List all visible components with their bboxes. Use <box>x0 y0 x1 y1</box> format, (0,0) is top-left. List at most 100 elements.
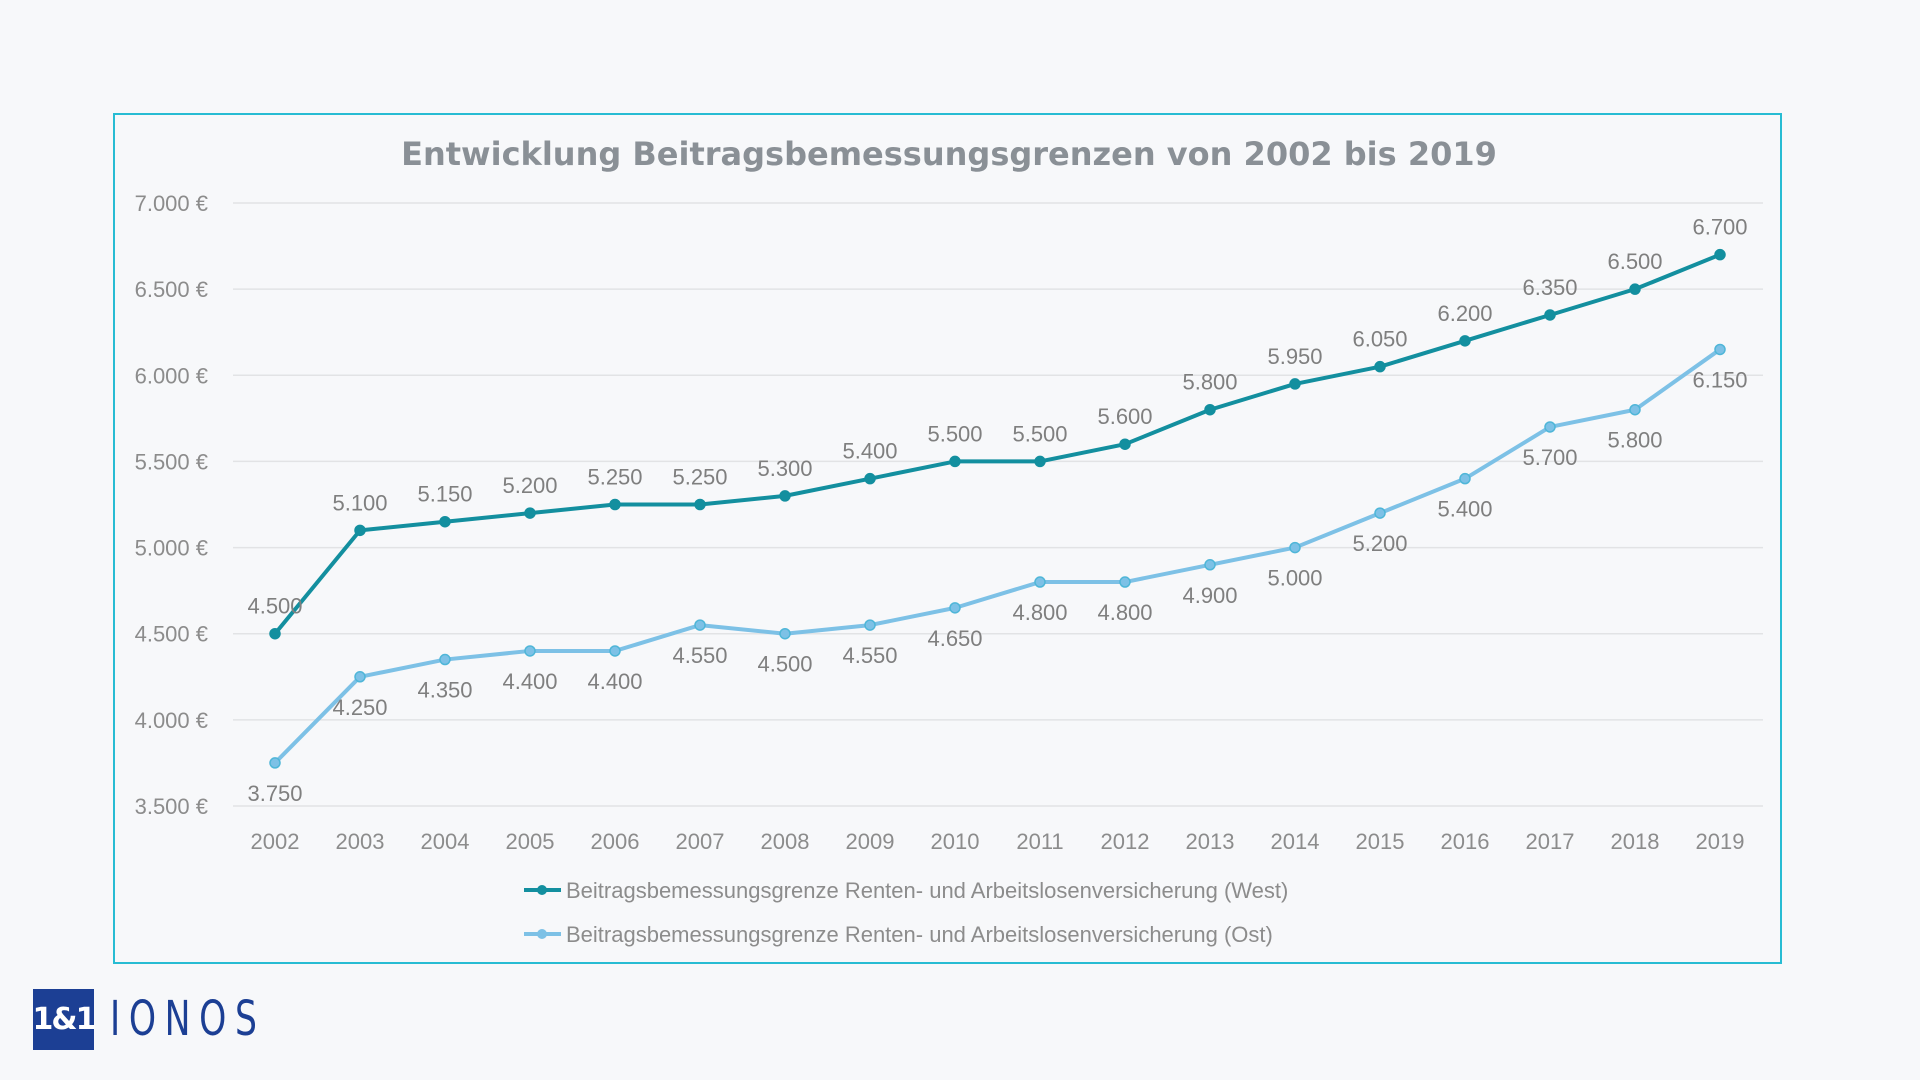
legend-marker <box>537 885 547 895</box>
data-point <box>1714 343 1726 356</box>
data-label: 5.500 <box>927 421 982 446</box>
data-point <box>694 498 706 511</box>
data-label: 5.400 <box>1437 497 1492 522</box>
legend-label: Beitragsbemessungsgrenze Renten- und Arb… <box>566 922 1273 947</box>
data-label: 6.500 <box>1607 249 1662 274</box>
data-label: 5.250 <box>672 465 727 490</box>
data-point <box>1289 541 1301 554</box>
x-tick-label: 2018 <box>1611 829 1660 854</box>
data-label: 6.200 <box>1437 301 1492 326</box>
data-point <box>1544 421 1556 433</box>
data-label: 4.500 <box>247 594 302 619</box>
data-point <box>949 602 961 614</box>
x-tick-label: 2008 <box>761 829 810 854</box>
data-point <box>1204 559 1216 571</box>
data-label: 4.800 <box>1097 600 1152 625</box>
series-line-1 <box>273 347 1722 765</box>
data-label: 4.400 <box>587 669 642 694</box>
x-tick-label: 2007 <box>676 829 725 854</box>
data-label: 5.200 <box>502 473 557 498</box>
data-point <box>354 524 366 537</box>
data-label: 5.000 <box>1267 566 1322 591</box>
data-point <box>609 498 621 511</box>
x-tick-label: 2006 <box>591 829 640 854</box>
data-label: 4.650 <box>927 626 982 651</box>
data-label: 5.500 <box>1012 421 1067 446</box>
data-point <box>354 671 366 683</box>
y-tick-label: 6.500 € <box>135 277 208 302</box>
y-tick-label: 4.500 € <box>135 622 208 647</box>
data-label: 6.700 <box>1692 215 1747 240</box>
data-label: 4.800 <box>1012 600 1067 625</box>
data-label: 4.550 <box>672 643 727 668</box>
data-label: 4.350 <box>417 678 472 703</box>
data-point <box>269 757 281 769</box>
x-tick-label: 2010 <box>931 829 980 854</box>
data-label: 3.750 <box>247 781 302 806</box>
data-point <box>439 515 451 528</box>
data-point <box>1629 283 1641 295</box>
data-label: 4.900 <box>1182 583 1237 608</box>
data-label: 4.550 <box>842 643 897 668</box>
ionos-logo: 1&1 IONOS <box>33 988 326 1050</box>
chart-title: Entwicklung Beitragsbemessungsgrenzen vo… <box>401 135 1497 173</box>
y-tick-label: 5.000 € <box>135 536 208 561</box>
data-label: 5.800 <box>1607 428 1662 453</box>
data-point <box>1119 438 1131 450</box>
data-point <box>1289 378 1301 390</box>
chart-frame <box>113 113 1782 964</box>
data-label: 5.100 <box>332 490 387 515</box>
data-label: 5.600 <box>1097 404 1152 429</box>
x-tick-label: 2003 <box>336 829 385 854</box>
x-tick-label: 2002 <box>251 829 300 854</box>
legend-marker <box>537 929 547 939</box>
data-point <box>1374 360 1386 373</box>
data-point <box>1119 576 1131 588</box>
logo-text: IONOS <box>110 991 266 1047</box>
x-tick-label: 2004 <box>421 829 470 854</box>
x-tick-label: 2017 <box>1526 829 1575 854</box>
data-point <box>694 619 706 631</box>
data-point <box>1629 403 1641 416</box>
data-label: 5.800 <box>1182 370 1237 395</box>
data-point <box>1374 507 1386 519</box>
data-point <box>439 653 451 666</box>
data-label: 6.050 <box>1352 327 1407 352</box>
x-tick-label: 2009 <box>846 829 895 854</box>
data-point <box>1544 309 1556 321</box>
legend-label: Beitragsbemessungsgrenze Renten- und Arb… <box>566 878 1288 903</box>
data-point <box>949 455 961 468</box>
data-point <box>779 627 791 640</box>
data-point <box>524 507 536 519</box>
data-label: 4.250 <box>332 695 387 720</box>
data-point <box>779 490 791 502</box>
y-tick-label: 5.500 € <box>135 449 208 474</box>
data-label: 5.700 <box>1522 445 1577 470</box>
data-label: 4.400 <box>502 669 557 694</box>
data-point <box>1714 248 1726 261</box>
x-tick-label: 2012 <box>1101 829 1150 854</box>
y-tick-label: 7.000 € <box>135 191 208 216</box>
y-tick-label: 6.000 € <box>135 363 208 388</box>
series-line-0 <box>273 252 1721 635</box>
data-label: 5.250 <box>587 465 642 490</box>
x-tick-label: 2016 <box>1441 829 1490 854</box>
data-label: 6.350 <box>1522 275 1577 300</box>
y-tick-label: 3.500 € <box>135 794 208 819</box>
x-tick-label: 2005 <box>506 829 555 854</box>
data-label: 6.150 <box>1692 367 1747 392</box>
x-tick-label: 2011 <box>1016 829 1063 854</box>
data-point <box>1459 472 1471 485</box>
data-point <box>609 645 621 657</box>
data-label: 5.300 <box>757 456 812 481</box>
x-tick-label: 2014 <box>1271 829 1320 854</box>
data-label: 4.500 <box>757 652 812 677</box>
data-point <box>1204 403 1216 416</box>
data-point <box>1459 335 1471 347</box>
data-label: 5.200 <box>1352 531 1407 556</box>
data-point <box>1034 576 1046 588</box>
data-point <box>524 645 536 657</box>
data-point <box>269 627 281 640</box>
logo-mark: 1&1 <box>33 988 96 1050</box>
